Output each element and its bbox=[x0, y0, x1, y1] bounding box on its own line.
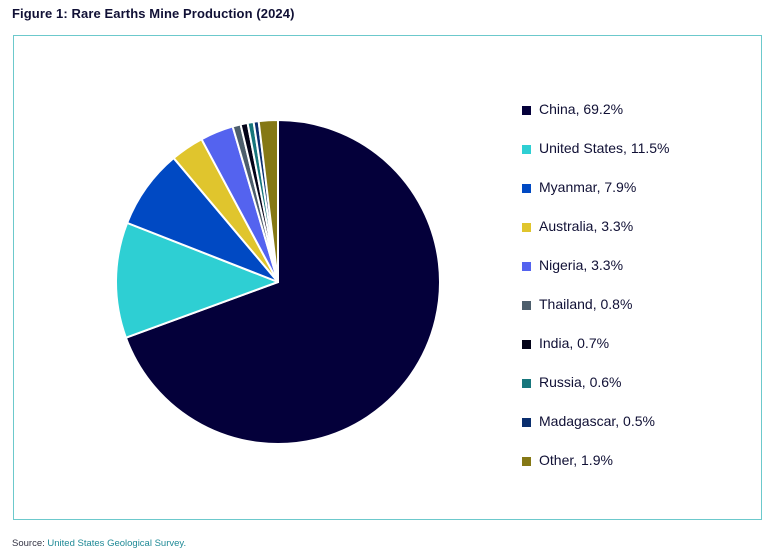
legend-label: Nigeria, 3.3% bbox=[539, 257, 624, 273]
legend-swatch bbox=[522, 379, 531, 388]
chart-legend: China, 69.2% United States, 11.5% Myanmar,… bbox=[522, 101, 669, 491]
legend-swatch bbox=[522, 184, 531, 193]
pie-slice-other bbox=[257, 119, 279, 283]
pie-chart bbox=[115, 119, 441, 445]
legend-swatch bbox=[522, 262, 531, 271]
figure-title: Figure 1: Rare Earths Mine Production (2… bbox=[12, 6, 295, 21]
legend-label: Madagascar, 0.5% bbox=[539, 413, 655, 429]
legend-item-united-states: United States, 11.5% bbox=[522, 140, 669, 179]
legend-item-myanmar: Myanmar, 7.9% bbox=[522, 179, 669, 218]
source-note: Source: United States Geological Survey. bbox=[12, 538, 186, 549]
legend-label: Australia, 3.3% bbox=[539, 218, 634, 234]
legend-label: Myanmar, 7.9% bbox=[539, 179, 637, 195]
legend-item-other: Other, 1.9% bbox=[522, 452, 669, 491]
source-prefix: Source: bbox=[12, 538, 45, 549]
pie-slice-china bbox=[124, 119, 441, 445]
legend-label: United States, 11.5% bbox=[539, 140, 670, 156]
legend-swatch bbox=[522, 418, 531, 427]
legend-label: Other, 1.9% bbox=[539, 452, 613, 468]
legend-item-india: India, 0.7% bbox=[522, 335, 669, 374]
legend-item-china: China, 69.2% bbox=[522, 101, 669, 140]
legend-label: Thailand, 0.8% bbox=[539, 296, 633, 312]
legend-item-madagascar: Madagascar, 0.5% bbox=[522, 413, 669, 452]
legend-label: India, 0.7% bbox=[539, 335, 610, 351]
legend-label: Russia, 0.6% bbox=[539, 374, 622, 390]
legend-item-australia: Australia, 3.3% bbox=[522, 218, 669, 257]
legend-label: China, 69.2% bbox=[539, 101, 624, 117]
pie-slice-united-states bbox=[115, 221, 279, 339]
legend-swatch bbox=[522, 301, 531, 310]
legend-item-thailand: Thailand, 0.8% bbox=[522, 296, 669, 335]
legend-item-russia: Russia, 0.6% bbox=[522, 374, 669, 413]
legend-swatch bbox=[522, 145, 531, 154]
legend-swatch bbox=[522, 340, 531, 349]
legend-item-nigeria: Nigeria, 3.3% bbox=[522, 257, 669, 296]
chart-frame bbox=[13, 35, 762, 520]
legend-swatch bbox=[522, 106, 531, 115]
legend-swatch bbox=[522, 457, 531, 466]
legend-swatch bbox=[522, 223, 531, 232]
source-link[interactable]: United States Geological Survey. bbox=[47, 538, 187, 549]
